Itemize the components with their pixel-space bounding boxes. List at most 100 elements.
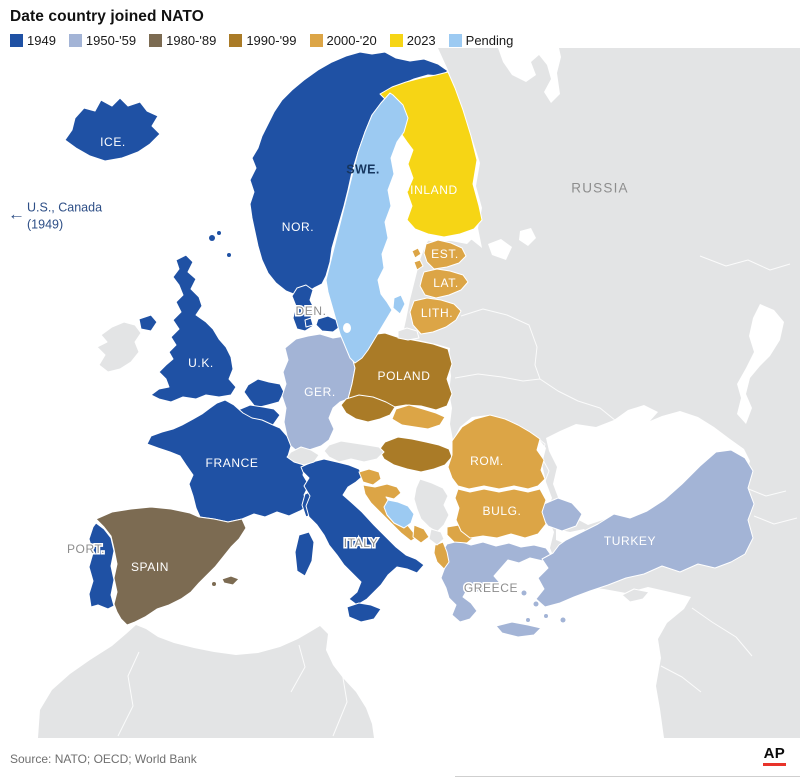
faroe-islands [209,235,215,241]
country-montenegro [412,524,430,544]
country-north-africa [38,625,374,738]
legend-label: 1949 [27,33,56,48]
bottom-rule [455,776,800,777]
footer: Source: NATO; OECD; World Bank AP [0,738,800,777]
country-switzerland [286,446,320,466]
legend-label: 2023 [406,33,436,48]
map-label-greece: GREECE [464,581,518,595]
legend-item-2023: 2023 [389,33,436,48]
country-bosnia [383,499,415,529]
country-italy-sardinia [294,531,315,577]
map-label-poland: POLAND [378,369,431,383]
country-albania [433,541,450,570]
map-label-turkey: TURKEY [604,534,656,548]
map-label-lith: LITH. [421,306,453,320]
country-estonia [423,239,467,270]
country-cyprus [621,588,650,603]
balearic-island [212,582,216,586]
country-spain-balearics [221,575,240,586]
legend-item-Pending: Pending [448,33,513,48]
country-latvia [419,268,469,299]
country-portugal [88,522,115,610]
country-czechia [340,394,396,423]
country-greece [440,540,552,623]
country-turkey [535,449,755,608]
legend-item-1949: 1949 [10,33,56,48]
map-label-uk: U.K. [188,356,214,370]
country-russia-eastern-landmass [402,48,800,738]
country-kosovo [428,528,445,546]
map-label-bulg: BULG. [482,504,521,518]
map-label-italy: ITALY [344,536,379,550]
source-note: Source: NATO; OECD; World Bank [10,752,197,766]
map-label-ger: GER. [304,385,336,399]
greek-island-3 [544,614,548,618]
border-lines-africa [117,644,348,737]
country-netherlands [243,378,285,409]
legend-swatch [68,34,82,47]
country-romania [447,414,546,490]
country-austria [323,440,385,463]
map-labels: ICE. NOR. SWE. FINLAND RUSSIA EST. LAT. LITH. DE… [8,135,656,597]
country-spain [95,506,247,626]
faroe-islands-2 [217,231,221,235]
ap-logo: AP [762,745,786,766]
country-northern-ireland [138,314,158,332]
country-iceland [64,97,161,162]
legend-swatch [309,34,323,47]
country-united-kingdom [150,254,237,403]
country-ireland [96,321,142,373]
lake-vanern [343,323,351,333]
sweden-gotland [392,294,406,315]
europe-map: ICE. NOR. SWE. FINLAND RUSSIA EST. LAT. LITH. DE… [8,48,800,738]
map-label-den: DEN. [295,304,326,318]
legend-label: 1950-'59 [85,33,137,48]
black-sea [546,405,750,529]
shetland-islands [227,253,231,257]
map-label-uscanada: U.S., Canada [27,200,102,214]
legend-item-198089: 1980-'89 [149,33,216,48]
map-label-lat: LAT. [433,276,459,290]
legend-item-195059: 1950-'59 [68,33,137,48]
country-kaliningrad [397,327,420,341]
map-label-swe: SWE. [346,162,380,176]
map-label-1949: (1949) [27,217,63,231]
legend-swatch [10,34,23,47]
country-italy [300,458,425,606]
map-label-spain: SPAIN [131,560,169,574]
map-label-france: FRANCE [206,456,259,470]
legend-swatch [229,34,243,47]
lake-onega [519,228,536,246]
country-greece-crete [495,621,542,638]
legend-swatch [389,34,403,47]
country-slovenia [358,468,382,486]
legend-swatch [149,34,163,47]
legend-item-200020: 2000-'20 [309,33,377,48]
legend: 1949 1950-'59 1980-'89 1990-'99 2000-'20 2023… [10,33,790,48]
legend-item-199099: 1990-'99 [229,33,297,48]
country-denmark-islands [304,315,342,333]
map-label-: ← [8,204,25,223]
map-label-est: EST. [431,247,459,261]
page-title: Date country joined NATO [10,8,204,25]
caspian-sea [737,304,784,424]
legend-label: 2000-'20 [326,33,377,48]
map-label-nor: NOR. [282,220,314,234]
country-sweden [325,92,409,364]
country-bulgaria [454,488,547,539]
greek-island-rhodes [560,617,566,623]
country-slovakia [391,404,446,430]
country-italy-sicily [346,602,382,623]
greek-island-4 [526,618,530,622]
map-label-ice: ICE. [100,135,126,149]
legend-label: 1980-'89 [166,33,217,48]
map-label-rom: ROM. [470,454,504,468]
white-sea [498,48,561,103]
country-serbia [413,478,450,533]
header: Date country joined NATO 1949 1950-'59 198… [0,0,800,48]
country-lithuania [409,297,462,335]
lake-ladoga [488,239,512,260]
greek-island-2 [533,601,539,607]
greek-island-1 [521,590,527,596]
